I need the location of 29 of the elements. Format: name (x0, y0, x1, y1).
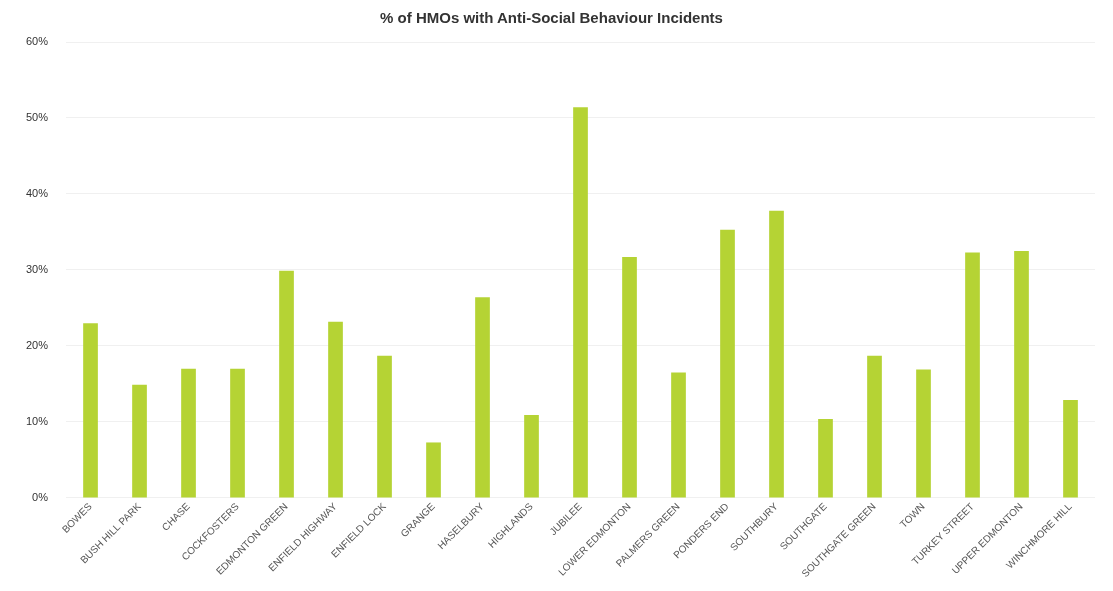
bar (279, 270, 294, 498)
bar (230, 368, 245, 498)
bar (769, 210, 784, 498)
bar (83, 323, 98, 498)
bar (1014, 250, 1029, 498)
y-tick-label: 0% (32, 490, 49, 503)
bar (426, 442, 441, 498)
bar (1063, 399, 1078, 498)
bar (916, 369, 931, 498)
bar (475, 297, 490, 498)
bar (328, 321, 343, 498)
y-tick-label: 20% (25, 338, 49, 351)
bar (965, 252, 980, 498)
bar (181, 368, 196, 498)
bar (132, 384, 147, 498)
y-tick-label: 10% (25, 414, 49, 427)
bar (818, 418, 833, 498)
bar (622, 257, 637, 498)
bar (671, 372, 686, 498)
chart-title: % of HMOs with Anti-Social Behaviour Incidents (380, 9, 723, 27)
y-tick-label: 60% (25, 35, 49, 48)
bar (377, 355, 392, 498)
y-tick-label: 50% (25, 111, 49, 124)
bar (720, 229, 735, 498)
bar (524, 415, 539, 498)
y-tick-label: 40% (25, 187, 49, 200)
bar (867, 355, 882, 498)
bar (573, 107, 588, 498)
y-tick-label: 30% (25, 263, 49, 275)
